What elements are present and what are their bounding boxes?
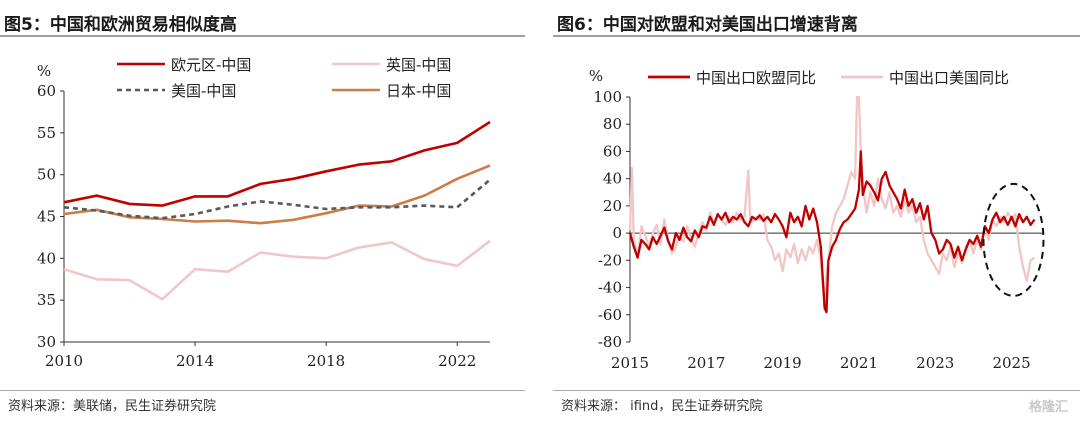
left-figure-title: 图5：中国和欧洲贸易相似度高 xyxy=(4,15,237,35)
right-legend-label-1: 中国出口美国同比 xyxy=(889,69,1009,87)
watermark-logo: 格隆汇 xyxy=(1028,400,1068,415)
left-x-tick-label: 2022 xyxy=(438,352,476,370)
right-y-tick-label: -20 xyxy=(598,251,622,269)
left-y-tick-label: 60 xyxy=(37,82,56,100)
left-x-tick-label: 2014 xyxy=(176,352,214,370)
left-series-line-2 xyxy=(63,178,491,220)
left-y-tick-label: 35 xyxy=(37,291,56,309)
right-x-tick-label: 2025 xyxy=(992,354,1030,372)
right-y-tick-label: -40 xyxy=(598,279,622,297)
right-source-note: 资料来源： ifind，民生证券研究院 xyxy=(561,399,763,414)
left-series-line-3 xyxy=(63,164,491,225)
left-legend-label-3: 日本-中国 xyxy=(386,82,451,100)
right-y-tick-label: 60 xyxy=(603,142,622,160)
right-x-tick-label: 2017 xyxy=(687,354,725,372)
right-source-divider xyxy=(553,390,1080,391)
right-y-tick-label: 20 xyxy=(603,197,622,215)
right-y-tick-label: 40 xyxy=(603,170,622,188)
right-divergence-ellipse xyxy=(982,182,1045,297)
left-series-line-1 xyxy=(63,239,491,301)
left-legend-label-1: 英国-中国 xyxy=(386,56,451,74)
left-x-tick-label: 2010 xyxy=(45,352,83,370)
left-y-tick-label: 55 xyxy=(37,124,56,142)
right-x-tick-label: 2019 xyxy=(764,354,802,372)
right-figure-panel: 图6：中国对欧盟和对美国出口增速背离 % -80 -60 -40 -20 0 20 40 60 8… xyxy=(553,0,1080,421)
left-series-line-0 xyxy=(63,120,491,207)
right-y-tick-label: 0 xyxy=(612,224,622,242)
right-x-tick-label: 2015 xyxy=(611,354,649,372)
right-title-divider xyxy=(553,35,1080,37)
left-legend-label-0: 欧元区-中国 xyxy=(171,56,251,74)
right-figure-title: 图6：中国对欧盟和对美国出口增速背离 xyxy=(557,15,858,35)
right-series-line-0 xyxy=(628,150,1036,314)
right-legend-label-0: 中国出口欧盟同比 xyxy=(696,69,816,87)
left-title-divider xyxy=(0,35,525,37)
left-x-tick-label: 2018 xyxy=(307,352,345,370)
left-y-unit-label: % xyxy=(37,62,51,80)
left-figure-panel: 图5：中国和欧洲贸易相似度高 % 30 35 40 45 50 55 60 2010 2014 20… xyxy=(0,0,525,421)
right-series-line-1 xyxy=(628,95,1036,306)
left-legend-label-2: 美国-中国 xyxy=(171,82,236,100)
left-y-tick-label: 50 xyxy=(37,166,56,184)
right-x-tick-label: 2021 xyxy=(840,354,878,372)
right-y-tick-label: 80 xyxy=(603,115,622,133)
left-y-tick-label: 30 xyxy=(37,333,56,351)
left-source-divider xyxy=(0,390,525,391)
right-y-tick-label: 100 xyxy=(593,88,622,106)
left-chart: % 30 35 40 45 50 55 60 2010 2014 2018 2022 欧元区-中国 英国-… xyxy=(37,56,491,370)
left-y-tick-label: 40 xyxy=(37,249,56,267)
right-y-tick-label: -60 xyxy=(598,306,622,324)
right-x-tick-label: 2023 xyxy=(916,354,954,372)
left-y-tick-label: 45 xyxy=(37,208,56,226)
left-source-note: 资料来源：美联储，民生证券研究院 xyxy=(8,399,217,414)
right-y-tick-label: -80 xyxy=(598,333,622,351)
right-chart: % -80 -60 -40 -20 0 20 40 60 80 100 2015 2017 2019 202… xyxy=(589,67,1045,372)
right-y-unit-label: % xyxy=(589,67,603,85)
